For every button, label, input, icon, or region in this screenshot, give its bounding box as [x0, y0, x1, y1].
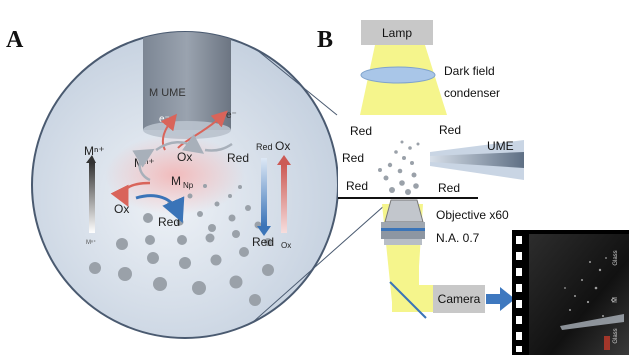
film-glass-top-label: Glass — [613, 250, 619, 265]
m-small-label: Mⁿ⁺ — [86, 239, 96, 246]
ume-label: M UME — [149, 87, 186, 99]
na-label: N.A. 0.7 — [436, 231, 480, 245]
zoom-circle — [31, 31, 339, 339]
condenser-label-line2: condenser — [444, 86, 500, 100]
ox-left-label: Ox — [114, 202, 129, 216]
mirror — [389, 281, 427, 319]
mn-center-label: Mⁿ⁺ — [134, 156, 155, 170]
electron-label-right: e⁻ — [226, 110, 237, 121]
lamp-box — [361, 20, 433, 45]
oxidation-arrow-down — [257, 158, 271, 236]
lamp-label: Lamp — [382, 26, 412, 40]
condenser-label-line1: Dark field — [444, 64, 495, 78]
cycle-arrow-gray-right — [204, 142, 233, 152]
ume-cylinder — [143, 32, 231, 130]
cycle-arrow-blue — [135, 194, 185, 224]
objective-label: Objective x60 — [436, 208, 509, 222]
camera-box — [433, 285, 485, 313]
ox-right-bottom-label: Ox — [281, 241, 291, 250]
red-right-bottom-label: Red — [252, 235, 274, 249]
light-beam-to-camera — [392, 285, 434, 312]
camera-label: Camera — [438, 292, 481, 306]
reduction-arrow-up — [277, 155, 291, 233]
condenser-lens — [360, 66, 436, 84]
red-label-mid-left: Red — [342, 151, 364, 165]
m-np-label: M Np — [171, 174, 194, 190]
cycle-arrow-gray-left — [132, 148, 155, 182]
sample-particles — [378, 140, 420, 195]
panel-letter-b: B — [317, 27, 333, 53]
ume-tip-inner — [430, 152, 524, 168]
ume-label-b: UME — [487, 139, 514, 153]
film-glass-bottom-label: Glass — [613, 328, 619, 343]
cycle-arrow-gray-top — [155, 134, 205, 154]
red-center-label: Red — [227, 151, 249, 165]
red-bottom-label: Red — [158, 215, 180, 229]
film-strip: Glass M Glass — [512, 230, 629, 355]
zoom-line-top — [256, 49, 338, 116]
red-label-bottom-right: Red — [438, 181, 460, 195]
zoom-line-bottom — [252, 204, 386, 323]
ox-right-top-label: Ox — [275, 139, 290, 153]
electron-arrow-left — [160, 113, 177, 151]
concentration-arrow-left — [86, 155, 96, 233]
red-right-top-label: Red — [256, 142, 273, 152]
panel-letter-a: A — [6, 27, 24, 53]
objective-lens — [381, 199, 425, 245]
mn-left-label: Mⁿ⁺ — [84, 144, 105, 158]
cycle-arrow-red — [110, 181, 151, 207]
electron-label-left: e⁻ — [159, 114, 170, 125]
red-label-top-left: Red — [350, 124, 372, 138]
dark-field-image — [529, 234, 629, 355]
film-m-label: M — [612, 297, 619, 303]
camera-arrow — [486, 287, 515, 311]
red-label-bottom-left: Red — [346, 179, 368, 193]
ox-center-label: Ox — [177, 150, 192, 164]
red-label-top-right: Red — [439, 123, 461, 137]
